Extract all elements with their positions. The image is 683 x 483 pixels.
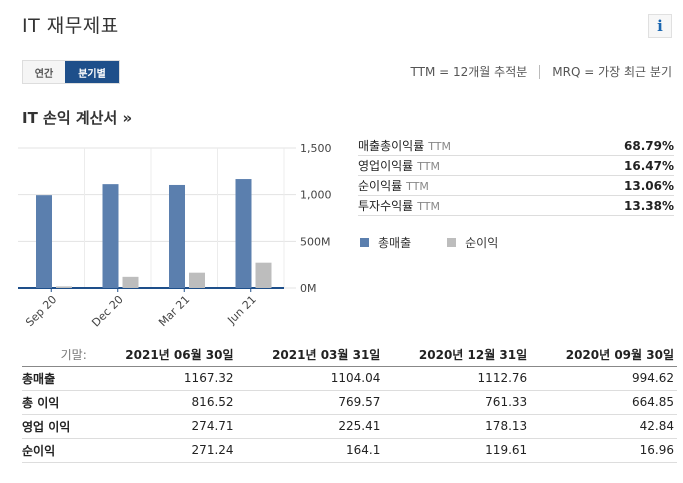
table-cell: 271.24 <box>89 438 237 463</box>
revenue-bar <box>102 184 119 288</box>
ratio-row: 매출총이익률 TTM 68.79% <box>358 136 674 156</box>
table-cell: 1167.32 <box>89 366 237 391</box>
table-header-row: 기말: 2021년 06월 30일 2021년 03월 31일 2020년 12… <box>22 344 677 367</box>
quarterly-tab[interactable]: 분기별 <box>65 61 119 83</box>
revenue-bar <box>235 179 252 288</box>
ratio-value: 13.38% <box>624 198 674 213</box>
x-tick-label: Dec 20 <box>89 293 126 330</box>
column-header: 2020년 09월 30일 <box>530 344 677 367</box>
ttm-note: TTM = 12개월 추적분 <box>410 65 528 79</box>
legend-item-revenue: 총매출 <box>360 234 411 251</box>
table-cell: 119.61 <box>383 438 531 463</box>
net-income-bar <box>56 286 72 288</box>
column-header: 2021년 03월 31일 <box>236 344 384 367</box>
legend-item-net-income: 순이익 <box>447 234 498 251</box>
y-tick-label: 500M <box>300 235 331 248</box>
info-icon[interactable]: i <box>648 14 672 38</box>
ratio-label: 순이익률 <box>358 179 403 193</box>
revenue-chart: 1,500 1,000 500M 0M Sep 20 Dec 20 Mar 21 Jun 21 <box>18 142 332 330</box>
revenue-swatch <box>360 238 369 247</box>
ratio-label: 영업이익률 <box>358 159 414 173</box>
ratio-table: 매출총이익률 TTM 68.79% 영업이익률 TTM 16.47% 순이익률 TTM… <box>358 136 674 216</box>
ratio-ttm: TTM <box>406 180 429 193</box>
column-header: 2021년 06월 30일 <box>89 344 237 367</box>
divider <box>539 64 541 79</box>
row-label: 순이익 <box>22 438 90 463</box>
page-title: IT 재무제표 <box>22 15 119 37</box>
legend-revenue-label: 총매출 <box>378 236 412 250</box>
net-income-bar <box>189 272 205 288</box>
legend-note: TTM = 12개월 추적분 MRQ = 가장 최근 분기 <box>411 63 672 80</box>
net-income-bar <box>122 276 139 288</box>
row-label: 총 이익 <box>22 390 90 415</box>
period-toggle: 연간 분기별 <box>22 60 120 84</box>
table-cell: 761.33 <box>383 390 531 415</box>
revenue-bar <box>169 184 185 288</box>
x-tick-label: Mar 21 <box>156 293 192 329</box>
table-cell: 42.84 <box>530 414 677 439</box>
chart-legend: 총매출 순이익 <box>360 234 534 251</box>
y-tick-label: 1,500 <box>300 142 332 155</box>
ratio-ttm: TTM <box>417 160 440 173</box>
table-cell: 225.41 <box>236 414 384 439</box>
table-row: 순이익 271.24 164.1 119.61 16.96 <box>22 438 677 463</box>
ratio-value: 13.06% <box>624 178 674 193</box>
table-cell: 274.71 <box>89 414 237 439</box>
table-cell: 1104.04 <box>236 366 384 391</box>
table-row: 총 이익 816.52 769.57 761.33 664.85 <box>22 390 677 415</box>
financial-table: 기말: 2021년 06월 30일 2021년 03월 31일 2020년 12… <box>22 344 677 463</box>
income-statement-link[interactable]: IT 손익 계산서 » <box>22 109 133 127</box>
table-cell: 16.96 <box>530 438 677 463</box>
table-cell: 664.85 <box>530 390 677 415</box>
x-tick-label: Sep 20 <box>23 293 59 329</box>
table-cell: 816.52 <box>89 390 237 415</box>
y-tick-label: 1,000 <box>300 189 332 202</box>
table-row: 총매출 1167.32 1104.04 1112.76 994.62 <box>22 366 677 391</box>
net-income-bar <box>255 262 272 288</box>
period-end-label: 기말: <box>22 344 90 367</box>
table-row: 영업 이익 274.71 225.41 178.13 42.84 <box>22 414 677 439</box>
ratio-label: 투자수익률 <box>358 199 414 213</box>
ratio-ttm: TTM <box>428 140 451 153</box>
table-cell: 1112.76 <box>383 366 531 391</box>
table-cell: 164.1 <box>236 438 384 463</box>
y-tick-label: 0M <box>300 282 317 295</box>
mrq-note: MRQ = 가장 최근 분기 <box>552 65 672 79</box>
ratio-row: 영업이익률 TTM 16.47% <box>358 156 674 176</box>
revenue-bar <box>36 195 52 288</box>
table-cell: 178.13 <box>383 414 531 439</box>
table-cell: 769.57 <box>236 390 384 415</box>
annual-tab[interactable]: 연간 <box>23 61 65 83</box>
ratio-value: 16.47% <box>624 158 674 173</box>
ratio-ttm: TTM <box>417 200 440 213</box>
legend-net-income-label: 순이익 <box>465 236 499 250</box>
ratio-row: 순이익률 TTM 13.06% <box>358 176 674 196</box>
x-tick-label: Jun 21 <box>224 293 258 327</box>
row-label: 총매출 <box>22 366 90 391</box>
ratio-row: 투자수익률 TTM 13.38% <box>358 196 674 216</box>
ratio-value: 68.79% <box>624 138 674 153</box>
row-label: 영업 이익 <box>22 414 90 439</box>
ratio-label: 매출총이익률 <box>358 139 425 153</box>
net-income-swatch <box>447 238 457 247</box>
column-header: 2020년 12월 31일 <box>383 344 531 367</box>
table-cell: 994.62 <box>530 366 677 391</box>
